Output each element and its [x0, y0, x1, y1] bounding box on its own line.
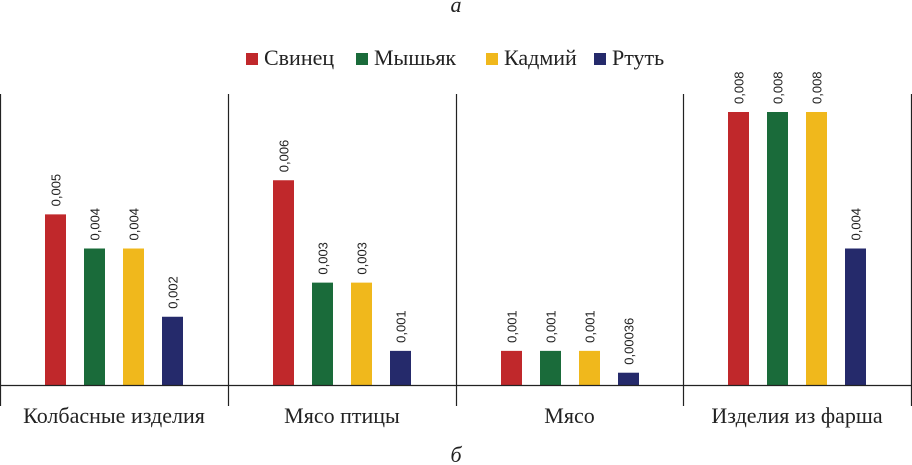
- bar: [579, 350, 600, 385]
- data-label: 0,002: [166, 276, 181, 309]
- bar: [45, 214, 66, 385]
- category-label: Мясо: [544, 403, 594, 428]
- data-label: 0,003: [355, 242, 370, 275]
- legend-label: Мышьяк: [374, 45, 456, 70]
- bar: [312, 282, 333, 385]
- category-label: Мясо птицы: [284, 403, 400, 428]
- bar: [728, 112, 749, 385]
- caption-top: а: [451, 0, 462, 17]
- bar: [351, 282, 372, 385]
- data-label: 0,008: [810, 71, 825, 104]
- bar: [845, 248, 866, 385]
- data-label: 0,00036: [622, 318, 637, 365]
- data-label: 0,004: [849, 208, 864, 241]
- data-label: 0,001: [505, 310, 520, 343]
- category-group: 0,008 0,008 0,008 0,004: [728, 71, 866, 385]
- data-label: 0,004: [88, 208, 103, 241]
- data-label: 0,005: [49, 174, 64, 207]
- data-label: 0,006: [277, 140, 292, 173]
- bar: [501, 350, 522, 385]
- category-label: Колбасные изделия: [23, 403, 205, 428]
- legend-label: Кадмий: [504, 45, 577, 70]
- category-group: 0,006 0,003 0,003 0,001: [273, 140, 411, 385]
- legend-item: Кадмий: [486, 45, 577, 70]
- data-label: 0,001: [394, 310, 409, 343]
- bar: [806, 112, 827, 385]
- legend-swatch: [486, 53, 498, 65]
- bar: [540, 350, 561, 385]
- bar: [123, 248, 144, 385]
- data-label: 0,004: [127, 208, 142, 241]
- category-group: 0,001 0,001 0,001 0,00036: [501, 310, 639, 385]
- bar: [390, 350, 411, 385]
- bar: [84, 248, 105, 385]
- bar: [162, 316, 183, 385]
- legend-swatch: [246, 53, 258, 65]
- bar: [273, 180, 294, 385]
- legend-swatch: [594, 53, 606, 65]
- data-label: 0,001: [583, 310, 598, 343]
- legend-label: Ртуть: [612, 45, 664, 70]
- legend: Свинец Мышьяк Кадмий Ртуть: [246, 45, 664, 70]
- data-label: 0,003: [316, 242, 331, 275]
- legend-item: Ртуть: [594, 45, 664, 70]
- legend-item: Свинец: [246, 45, 334, 70]
- legend-item: Мышьяк: [356, 45, 456, 70]
- bar: [767, 112, 788, 385]
- data-label: 0,008: [771, 71, 786, 104]
- plot-area: 0,005 0,004 0,004 0,002 Колбасные изделия 0,0…: [0, 71, 912, 428]
- legend-swatch: [356, 53, 368, 65]
- data-label: 0,001: [544, 310, 559, 343]
- category-group: 0,005 0,004 0,004 0,002: [45, 174, 183, 385]
- data-label: 0,008: [732, 71, 747, 104]
- legend-label: Свинец: [264, 45, 334, 70]
- category-label: Изделия из фарша: [711, 403, 882, 428]
- bar: [618, 372, 639, 385]
- caption-bottom: б: [450, 442, 462, 465]
